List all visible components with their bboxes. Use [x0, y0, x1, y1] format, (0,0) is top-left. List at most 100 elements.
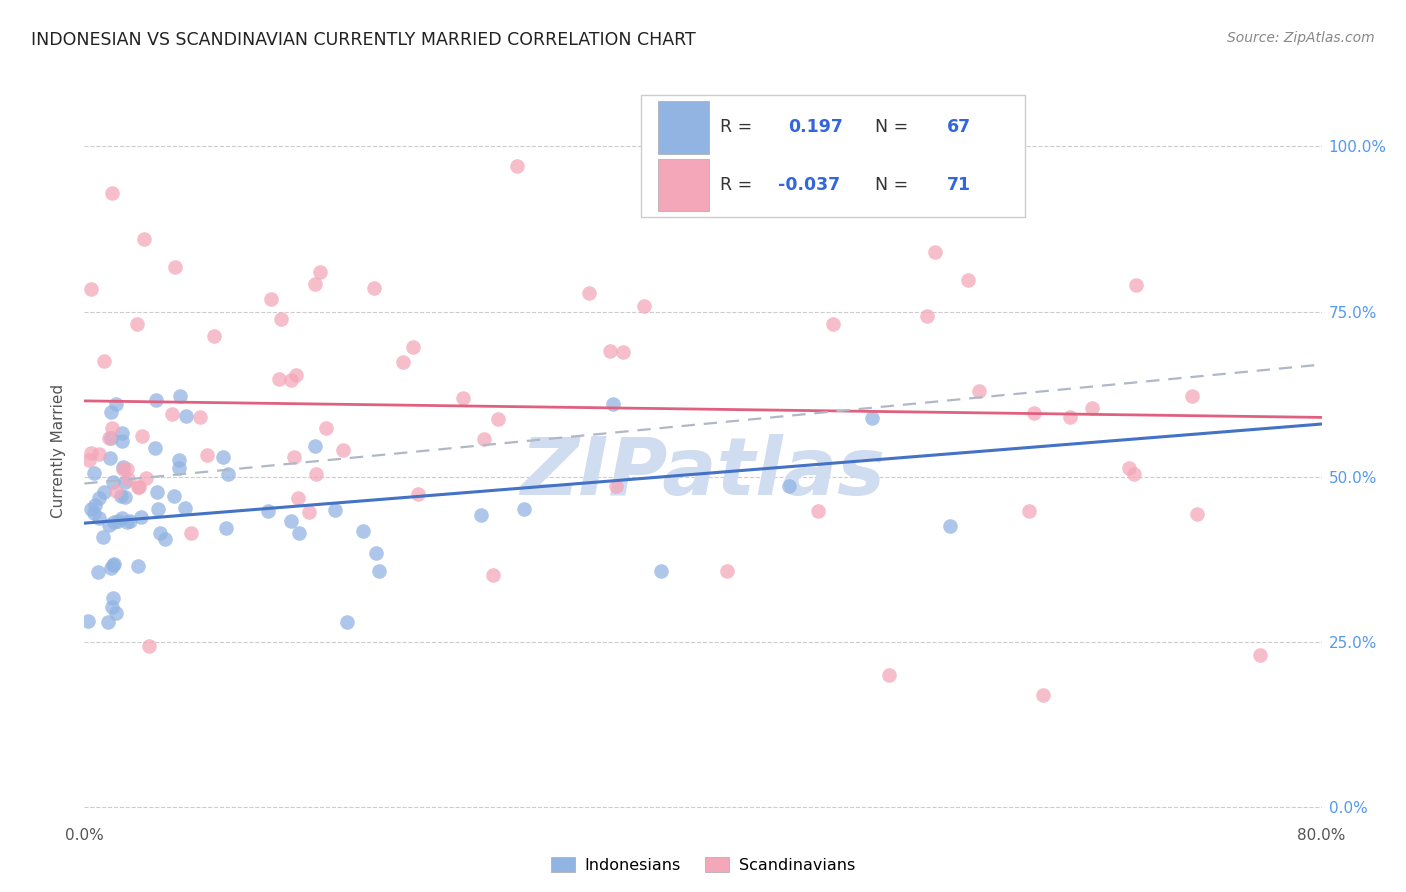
Point: [283, 450, 305, 464]
Point: [83, 466, 105, 480]
Point: [368, 564, 391, 578]
Point: [1018, 504, 1040, 518]
Point: [93, 484, 115, 499]
Point: [917, 309, 939, 323]
Point: [482, 568, 505, 582]
Point: [115, 462, 138, 476]
Point: [163, 260, 186, 275]
Text: ZIPatlas: ZIPatlas: [520, 434, 886, 512]
Y-axis label: Currently Married: Currently Married: [51, 384, 66, 517]
Point: [146, 485, 169, 500]
Point: [103, 558, 125, 572]
Point: [1122, 467, 1144, 482]
Point: [174, 409, 197, 424]
FancyBboxPatch shape: [641, 95, 1025, 218]
Point: [132, 232, 155, 246]
Point: [336, 615, 359, 630]
Point: [98, 431, 121, 445]
Point: [1032, 688, 1054, 702]
Point: [135, 471, 157, 485]
Point: [211, 450, 233, 464]
Point: [138, 640, 160, 654]
Point: [105, 606, 128, 620]
Point: [602, 396, 624, 410]
Text: R =: R =: [720, 119, 758, 136]
Point: [599, 344, 621, 359]
FancyBboxPatch shape: [658, 101, 709, 153]
Point: [1249, 648, 1271, 663]
Text: N =: N =: [875, 119, 914, 136]
Point: [778, 479, 800, 493]
Point: [114, 475, 136, 489]
Point: [402, 340, 425, 354]
Point: [352, 524, 374, 538]
Point: [304, 439, 326, 453]
Point: [146, 501, 169, 516]
Point: [117, 472, 139, 486]
Point: [169, 461, 191, 475]
Point: [80, 502, 103, 516]
Point: [257, 504, 280, 518]
Point: [129, 509, 152, 524]
Point: [633, 299, 655, 313]
Point: [363, 281, 385, 295]
Point: [392, 355, 415, 369]
Point: [180, 526, 202, 541]
Point: [298, 505, 321, 519]
Point: [83, 506, 105, 520]
Point: [860, 411, 883, 425]
Point: [304, 277, 326, 291]
Point: [100, 431, 122, 445]
Point: [806, 504, 828, 518]
Point: [145, 392, 167, 407]
Text: 67: 67: [946, 119, 972, 136]
Point: [125, 317, 148, 331]
Point: [100, 600, 122, 615]
Point: [160, 407, 183, 421]
Point: [267, 372, 290, 386]
Point: [304, 467, 326, 481]
Point: [87, 511, 110, 525]
Text: -0.037: -0.037: [779, 176, 841, 194]
Point: [217, 467, 239, 481]
Point: [101, 421, 124, 435]
Point: [1080, 401, 1102, 416]
Point: [215, 521, 238, 535]
Point: [131, 429, 153, 443]
Point: [470, 508, 492, 523]
Point: [650, 564, 672, 578]
Point: [285, 368, 308, 382]
Text: 0.197: 0.197: [789, 119, 844, 136]
Point: [118, 514, 141, 528]
Text: R =: R =: [720, 176, 758, 194]
Point: [939, 519, 962, 533]
Point: [270, 312, 292, 326]
Point: [323, 503, 346, 517]
Point: [877, 668, 900, 682]
Point: [97, 615, 120, 630]
Point: [167, 452, 190, 467]
Point: [957, 273, 980, 287]
Point: [97, 518, 120, 533]
Point: [100, 186, 122, 200]
Point: [101, 558, 124, 573]
Point: [103, 475, 125, 490]
Point: [127, 480, 149, 494]
Point: [188, 409, 211, 424]
Point: [100, 561, 122, 575]
Point: [93, 354, 115, 368]
Point: [287, 491, 309, 506]
Point: [91, 530, 114, 544]
Point: [127, 558, 149, 573]
Point: [406, 487, 429, 501]
Point: [153, 532, 176, 546]
Point: [143, 442, 166, 456]
Point: [202, 329, 225, 343]
Point: [486, 412, 509, 426]
Point: [332, 443, 354, 458]
Point: [1125, 278, 1147, 293]
Text: INDONESIAN VS SCANDINAVIAN CURRENTLY MARRIED CORRELATION CHART: INDONESIAN VS SCANDINAVIAN CURRENTLY MAR…: [31, 31, 696, 49]
Point: [149, 525, 172, 540]
Point: [104, 397, 127, 411]
Point: [103, 591, 125, 605]
